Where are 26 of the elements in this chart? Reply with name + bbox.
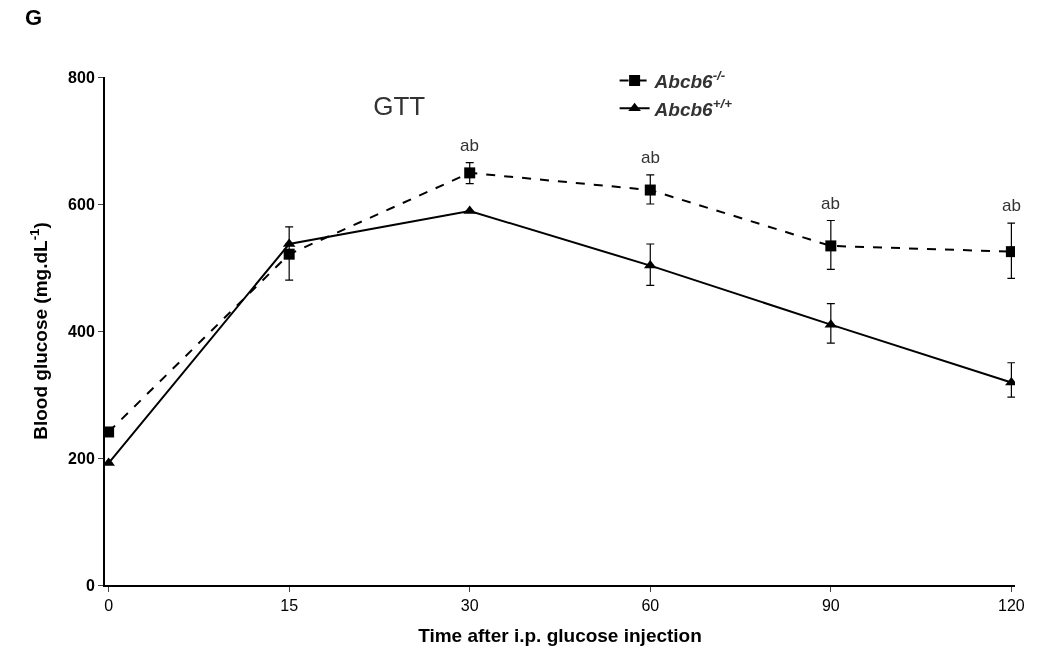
y-tick-label: 800 bbox=[68, 68, 95, 86]
x-tick-label: 30 bbox=[460, 597, 479, 615]
y-tick-label: 200 bbox=[68, 449, 95, 467]
x-tick-label: 15 bbox=[280, 597, 299, 615]
y-tick-label: 0 bbox=[85, 576, 95, 594]
annotation: ab bbox=[460, 136, 479, 155]
y-tick-label: 600 bbox=[68, 195, 95, 213]
legend-label: Abcb6$^{+/+}$ bbox=[653, 95, 733, 120]
y-tick-label: 400 bbox=[68, 322, 95, 340]
point bbox=[283, 248, 295, 260]
text: GTT bbox=[373, 90, 426, 121]
x-tick-label: 0 bbox=[104, 597, 114, 615]
point bbox=[825, 240, 837, 252]
point bbox=[105, 426, 115, 438]
annotation: ab bbox=[821, 194, 840, 213]
point bbox=[464, 167, 476, 179]
point bbox=[1005, 246, 1015, 258]
x-axis-title: Time after i.p. glucose injection bbox=[418, 624, 702, 646]
text: G bbox=[25, 5, 43, 30]
x-tick-label: 60 bbox=[641, 597, 660, 615]
legend-label: Abcb6$^{-/-}$ bbox=[653, 68, 726, 93]
annotation: ab bbox=[641, 148, 660, 167]
point bbox=[644, 184, 656, 196]
annotation: ab bbox=[1002, 196, 1021, 215]
x-tick-label: 90 bbox=[821, 597, 840, 615]
x-tick-label: 120 bbox=[998, 597, 1025, 615]
